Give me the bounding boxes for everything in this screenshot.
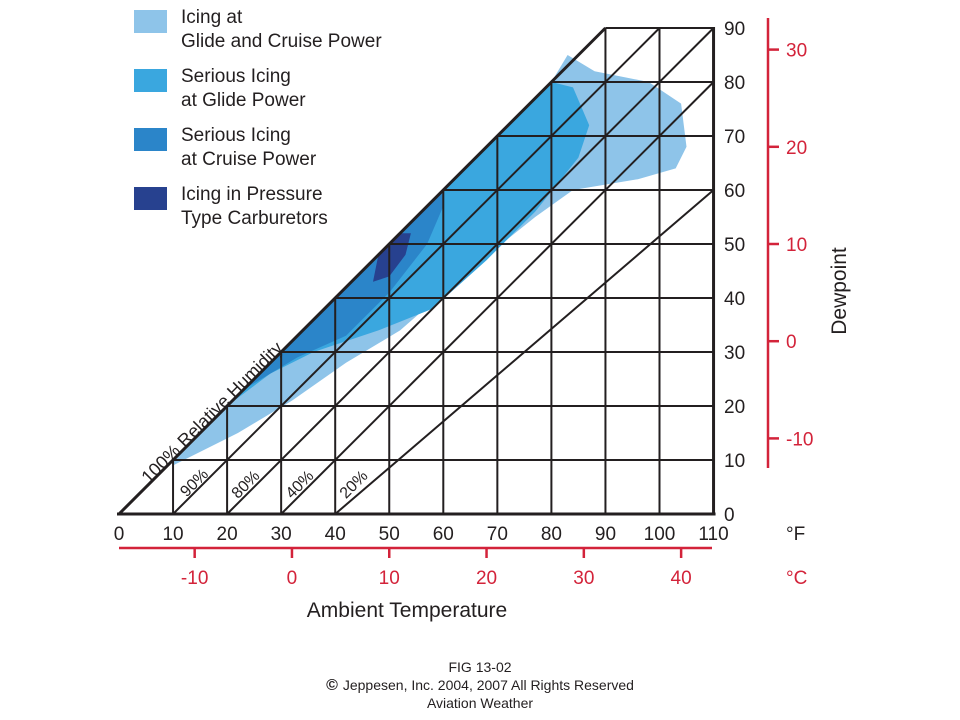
y-tick-label: 60 (724, 181, 745, 202)
celsius-x-tick-label: 0 (287, 568, 298, 589)
x-tick-label: 90 (595, 524, 616, 545)
humidity-line (334, 189, 715, 515)
x-tick-label: 10 (162, 524, 183, 545)
chart-axes: 0 10 20 30 40 50 60 70 80 90 100 110010203040506070… (114, 18, 851, 622)
legend-label-line: Serious Icing (181, 125, 291, 146)
legend-label-line: at Cruise Power (181, 149, 317, 170)
x-tick-label: 80 (541, 524, 562, 545)
celsius-x-tick-label: 40 (671, 568, 692, 589)
x-tick-label: 20 (217, 524, 238, 545)
x-tick-label: 70 (487, 524, 508, 545)
legend-label-line: Icing at (181, 7, 243, 28)
x-tick-label: 110 (698, 524, 728, 545)
humidity-line (280, 81, 715, 515)
legend-label: Icing at Glide and Cruise Power (181, 6, 441, 54)
celsius-y-tick-label: 0 (786, 332, 797, 353)
icing-regions (173, 55, 687, 466)
y-tick-label: 80 (724, 73, 745, 94)
copyright-symbol: © (326, 677, 338, 694)
legend-label-line: Serious Icing (181, 66, 291, 87)
legend-label-line: Glide and Cruise Power (181, 31, 382, 52)
humidity-line (226, 27, 715, 515)
celsius-y-tick-label: -10 (786, 429, 813, 450)
legend-label: Serious Icing at Glide Power (181, 65, 441, 113)
celsius-unit: °C (786, 568, 807, 589)
y-tick-label: 20 (724, 397, 745, 418)
humidity-label: 40% (283, 468, 318, 503)
y-tick-label: 30 (724, 343, 745, 364)
legend-label-line: Type Carburetors (181, 208, 328, 229)
legend-label-line: at Glide Power (181, 90, 306, 111)
x-tick-label: 40 (325, 524, 346, 545)
y-tick-label: 50 (724, 235, 745, 256)
celsius-x-tick-label: 10 (379, 568, 400, 589)
copyright-line: © Jeppesen, Inc. 2004, 2007 All Rights Re… (0, 676, 960, 695)
y-tick-label: 0 (724, 505, 735, 526)
x-tick-label: 60 (433, 524, 454, 545)
y-tick-label: 40 (724, 289, 745, 310)
fahrenheit-unit: °F (786, 524, 805, 545)
legend-swatch (134, 10, 167, 33)
x-tick-label: 50 (379, 524, 400, 545)
humidity-line (172, 27, 661, 515)
celsius-y-tick-label: 10 (786, 235, 807, 256)
legend-swatch (134, 128, 167, 151)
x-tick-label: 100 (644, 524, 676, 545)
celsius-x-tick-label: 20 (476, 568, 497, 589)
legend-label-line: Icing in Pressure (181, 184, 323, 205)
humidity-label: 90% (177, 466, 212, 501)
humidity-line (117, 26, 607, 516)
copyright-text: Jeppesen, Inc. 2004, 2007 All Rights Res… (342, 677, 634, 693)
y-axis-title: Dewpoint (828, 247, 851, 335)
humidity-label: 80% (229, 468, 264, 503)
celsius-x-tick-label: -10 (181, 568, 208, 589)
celsius-x-tick-label: 30 (573, 568, 594, 589)
celsius-y-tick-label: 30 (786, 41, 807, 62)
x-tick-label: 0 (114, 524, 125, 545)
legend-swatch (134, 187, 167, 210)
legend-label: Serious Icing at Cruise Power (181, 124, 441, 172)
x-axis-title: Ambient Temperature (307, 599, 507, 622)
y-tick-label: 10 (724, 451, 745, 472)
y-tick-label: 70 (724, 127, 745, 148)
x-tick-label: 30 (271, 524, 292, 545)
source-line: Aviation Weather (426, 695, 534, 711)
y-tick-label: 90 (724, 19, 745, 40)
celsius-y-tick-label: 20 (786, 138, 807, 159)
legend-label: Icing in Pressure Type Carburetors (181, 183, 441, 231)
legend-swatch (134, 69, 167, 92)
figure-number: FIG 13-02 (448, 659, 512, 675)
icing-region-4 (373, 233, 411, 282)
